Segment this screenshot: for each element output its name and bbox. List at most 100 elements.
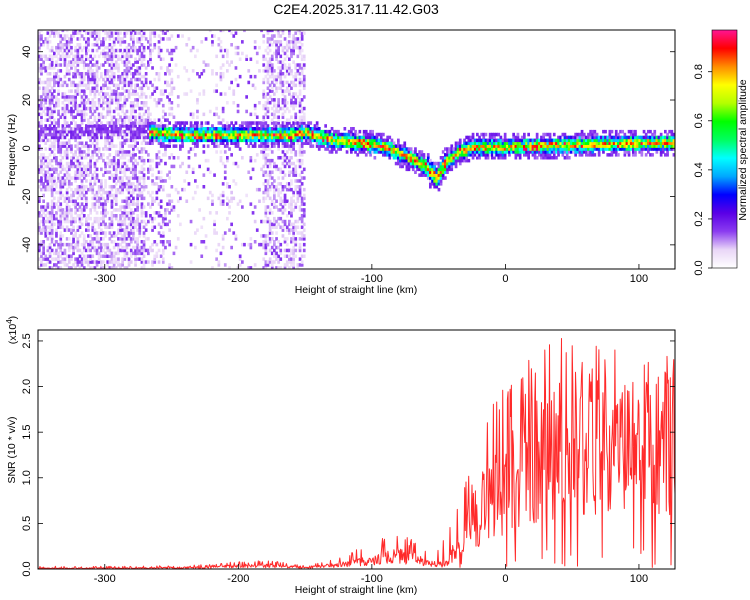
spectrogram-cell [187, 77, 191, 82]
spectrogram-cell [87, 254, 90, 258]
spectrogram-cell [232, 124, 236, 128]
spectrogram-cell [106, 132, 110, 137]
spectrogram-cell [397, 158, 400, 163]
spectrogram-cell [238, 199, 242, 203]
spectrogram-cell [444, 156, 447, 160]
spectrogram-cell [266, 260, 270, 264]
spectrogram-cell [354, 135, 357, 140]
spectrogram-cell [320, 141, 323, 145]
spectrogram-cell [95, 240, 99, 244]
spectrogram-cell [63, 251, 67, 256]
spectrogram-cell [401, 161, 404, 166]
spectrogram-cell [166, 48, 169, 53]
spectrogram-cell [117, 77, 120, 82]
spectrogram-cell [123, 234, 127, 238]
spectrogram-cell [140, 92, 144, 96]
spectrogram-cell [63, 115, 67, 119]
spectrogram-cell [70, 101, 73, 105]
spectrogram-cell [82, 257, 86, 261]
spectrogram-cell [104, 222, 107, 227]
spectrogram-cell [93, 205, 97, 209]
spectrogram-cell [268, 127, 272, 131]
spectrogram-cell [379, 132, 383, 137]
spectrogram-cell [70, 115, 73, 119]
spectrogram-cell [215, 127, 218, 131]
spectrogram-cell [247, 124, 251, 128]
spectrogram-cell [59, 231, 63, 235]
spectrogram-cell [221, 182, 225, 186]
spectrogram-cell [241, 127, 244, 131]
spectrogram-cell [266, 141, 270, 145]
spectrogram-cell [89, 72, 92, 76]
spectrogram-cell [85, 260, 88, 264]
spectrogram-cell [48, 138, 52, 143]
spectrogram-cell [277, 109, 280, 114]
spectrogram-cell [302, 63, 306, 67]
spectrogram-cell [67, 205, 71, 209]
spectrogram-cell [147, 135, 150, 140]
spectrogram-cell [283, 156, 287, 160]
spectrogram-cell [503, 138, 507, 143]
spectrogram-cell [538, 138, 541, 143]
spectrogram-cell [350, 129, 353, 134]
spectrogram-cell [262, 173, 266, 177]
spectrogram-cell [456, 153, 460, 157]
spectrogram-cell [142, 161, 146, 166]
spectrogram-cell [76, 185, 80, 189]
spectrogram-cell [132, 251, 135, 256]
spectrogram-cell [95, 141, 99, 145]
spectrogram-cell [55, 74, 58, 79]
spectrogram-cell [123, 95, 127, 99]
spectrogram-cell [134, 92, 137, 96]
spectrogram-cell [164, 31, 167, 35]
spectrogram-cell [204, 37, 208, 41]
spectrogram-cell [95, 89, 99, 93]
spectrogram-cell [42, 205, 45, 209]
spectrogram-cell [97, 199, 101, 203]
spectrogram-cell [59, 48, 63, 53]
spectrogram-cell [164, 135, 167, 140]
spectrogram-cell [226, 144, 229, 148]
spectrogram-cell [57, 205, 60, 209]
spectrogram-cell [302, 138, 306, 143]
spectrogram-cell [273, 240, 276, 244]
spectrogram-cell [57, 144, 60, 148]
spectrogram-cell [249, 129, 253, 134]
spectrogram-cell [311, 132, 315, 137]
spectrogram-cell [491, 132, 494, 137]
spectrogram-cell [76, 135, 80, 140]
spectrogram-cell [275, 103, 278, 108]
spectrogram-cell [403, 158, 407, 163]
spectrogram-cell [55, 63, 58, 67]
spectrogram-cell [164, 129, 167, 134]
spectrogram-cell [144, 37, 148, 41]
spectrogram-cell [85, 40, 88, 44]
spectrogram-cell [114, 187, 118, 192]
spectrogram-cell [140, 57, 144, 61]
spectrogram-cell [59, 222, 63, 227]
spectrogram-cell [238, 124, 242, 128]
spectrogram-cell [337, 135, 340, 140]
spectrogram-cell [106, 60, 110, 64]
spectrogram-cell [117, 30, 120, 33]
spectrogram-cell [264, 211, 268, 215]
spectrogram-cell [292, 106, 295, 111]
spectrogram-cell [294, 237, 298, 241]
spectrogram-cell [44, 40, 48, 44]
spectrogram-cell [102, 260, 105, 264]
spectrogram-cell [273, 40, 276, 44]
spectrogram-cell [125, 150, 129, 154]
spectrogram-cell [238, 127, 242, 131]
spectrogram-cell [65, 150, 69, 154]
spectrogram-cell [40, 34, 43, 38]
spectrogram-cell [57, 34, 60, 38]
spectrogram-cell [266, 37, 270, 41]
spectrogram-cell [514, 156, 518, 160]
spectrogram-cell [433, 170, 436, 174]
spectrogram-cell [279, 40, 283, 44]
spectrogram-cell [89, 115, 92, 119]
spectrogram-cell [288, 57, 291, 61]
spectrogram-cell [202, 216, 206, 221]
spectrogram-cell [317, 135, 321, 140]
spectrogram-cell [72, 156, 75, 160]
